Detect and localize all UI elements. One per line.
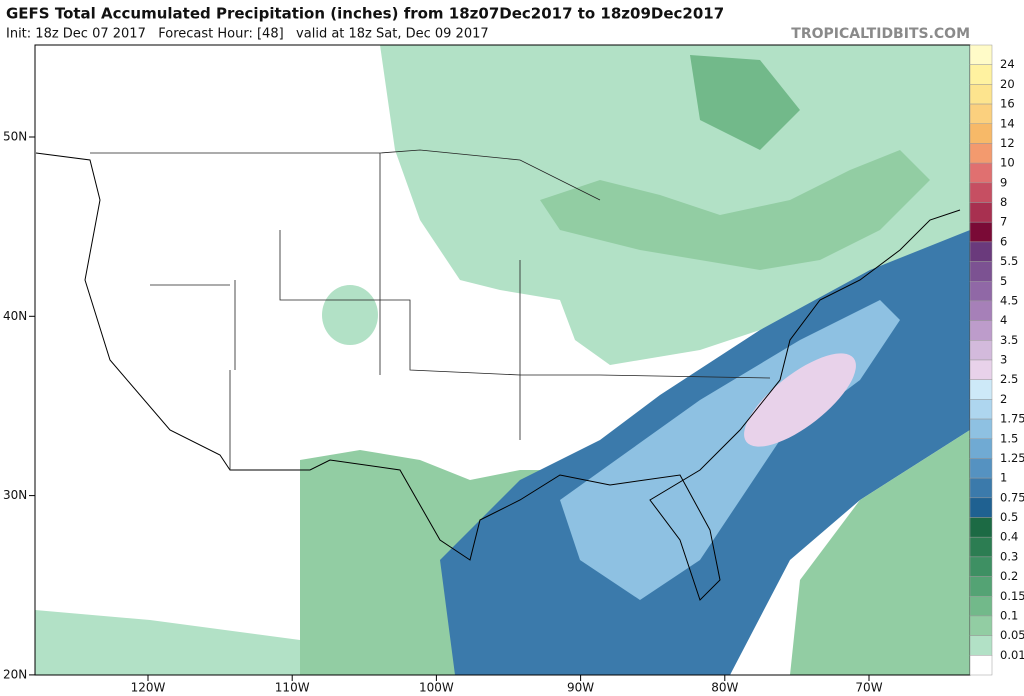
precip-max (744, 353, 856, 447)
colorbar-swatch (969, 596, 993, 617)
lon-label: 100W (419, 681, 454, 695)
coastline (35, 152, 961, 601)
colorbar-swatch (969, 635, 993, 656)
colorbar-label: 3 (1000, 353, 1007, 367)
colorbar-label: 1.75 (1000, 412, 1024, 426)
colorbar-swatch (969, 556, 993, 577)
colorbar-swatch (969, 536, 993, 558)
colorbar-swatch (969, 517, 993, 538)
colorbar-label: 2 (1000, 392, 1007, 406)
colorbar-swatch (969, 418, 993, 439)
map-area (34, 44, 971, 676)
lon-label: 110W (275, 681, 310, 695)
colorbar-label: 12 (1000, 136, 1015, 150)
colorbar-swatch (969, 44, 993, 65)
colorbar: 24 20 16 14 12 10 9 8 7 6 5.5 5 4.5 4 3.5 3 2.5 2 1.75 1.5 1… (969, 44, 1024, 676)
site-credit: TROPICALTIDBITS.COM (791, 26, 970, 42)
colorbar-swatch (969, 221, 993, 243)
colorbar-swatch (969, 241, 993, 262)
colorbar-label: 0.5 (1000, 510, 1018, 524)
colorbar-swatch (969, 438, 993, 459)
colorbar-label: 14 (1000, 116, 1015, 130)
colorbar-label: 1.25 (1000, 451, 1024, 465)
colorbar-swatch (969, 64, 993, 85)
precip-pacific (35, 610, 300, 675)
lon-label: 90W (567, 681, 594, 695)
lat-label: 20N (3, 667, 27, 681)
colorbar-label: 1.5 (1000, 431, 1018, 445)
lon-label: 80W (711, 681, 738, 695)
colorbar-swatch (969, 655, 993, 676)
colorbar-label: 0.01 (1000, 648, 1024, 662)
lon-label: 120W (131, 681, 166, 695)
precip-canada (690, 55, 800, 150)
colorbar-swatch (969, 497, 993, 518)
colorbar-label: 24 (1000, 57, 1015, 71)
colorbar-label: 6 (1000, 234, 1007, 248)
lon-label: 70W (855, 681, 882, 695)
colorbar-label: 4.5 (1000, 293, 1018, 307)
colorbar-swatch (969, 162, 993, 184)
colorbar-label: 3.5 (1000, 333, 1018, 347)
colorbar-label: 0.4 (1000, 530, 1018, 544)
colorbar-label: 1 (1000, 471, 1007, 485)
colorbar-swatch (969, 320, 993, 341)
colorbar-swatch (969, 123, 993, 144)
state-borders (90, 149, 771, 470)
colorbar-label: 10 (1000, 156, 1015, 170)
colorbar-swatch (969, 359, 993, 380)
colorbar-label: 7 (1000, 215, 1007, 229)
colorbar-swatch (969, 103, 993, 124)
map-axes: 50N 40N 30N 20N 120W 110W 100W 90W 80W 70W (3, 130, 883, 695)
colorbar-label: 2.5 (1000, 372, 1018, 386)
colorbar-swatch (969, 379, 993, 400)
colorbar-swatch (969, 399, 993, 420)
colorbar-label: 0.3 (1000, 549, 1018, 563)
colorbar-swatch (969, 261, 993, 282)
lat-label: 40N (3, 309, 27, 323)
colorbar-swatch (969, 143, 993, 164)
colorbar-label: 8 (1000, 195, 1007, 209)
colorbar-swatch (969, 202, 993, 223)
precip-lakes (540, 150, 930, 270)
colorbar-swatch (969, 477, 993, 499)
colorbar-swatch (969, 576, 993, 597)
colorbar-swatch (969, 340, 993, 361)
colorbar-swatch (969, 84, 993, 105)
map-subtitle: Init: 18z Dec 07 2017 Forecast Hour: [48… (6, 27, 489, 42)
precip-atlantic (790, 430, 970, 675)
colorbar-label: 4 (1000, 313, 1007, 327)
colorbar-label: 0.15 (1000, 589, 1024, 603)
colorbar-label: 5.5 (1000, 254, 1018, 268)
colorbar-swatch (969, 615, 993, 636)
map-title: GEFS Total Accumulated Precipitation (in… (6, 5, 724, 23)
colorbar-label: 0.05 (1000, 628, 1024, 642)
colorbar-swatch (969, 458, 993, 479)
colorbar-label: 0.1 (1000, 608, 1018, 622)
colorbar-label: 16 (1000, 97, 1015, 111)
colorbar-swatch (969, 300, 993, 321)
colorbar-label: 9 (1000, 175, 1007, 189)
colorbar-label: 20 (1000, 77, 1015, 91)
lat-label: 30N (3, 488, 27, 502)
lat-label: 50N (3, 130, 27, 144)
precip-colorado (322, 285, 378, 345)
colorbar-label: 0.2 (1000, 569, 1018, 583)
colorbar-label: 0.75 (1000, 490, 1024, 504)
colorbar-label: 5 (1000, 274, 1007, 288)
colorbar-swatch (969, 182, 993, 203)
colorbar-swatch (969, 281, 993, 302)
